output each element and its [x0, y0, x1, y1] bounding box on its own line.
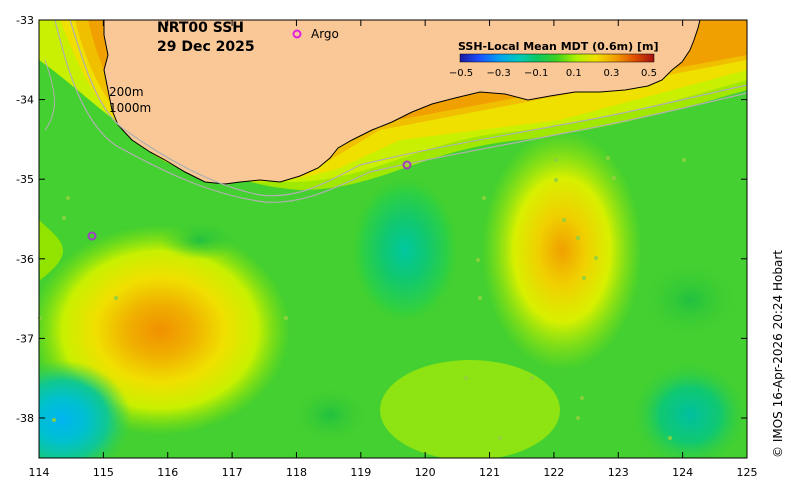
lon-tick-label: 119 [350, 466, 371, 479]
colorbar-tick-label: −0.5 [449, 68, 473, 79]
drifter-points [38, 156, 686, 440]
map-title-line2: 29 Dec 2025 [157, 39, 255, 55]
credit-text: © IMOS 16-Apr-2026 20:24 Hobart [771, 250, 785, 458]
contour-200m-label: 200m [109, 85, 144, 99]
plot-frame [38, 19, 748, 459]
longitude-axis: 114 115 116 117 118 119 120 121 122 123 124 125 [29, 20, 758, 479]
lon-tick-label: 118 [286, 466, 307, 479]
colorbar-tick-label: −0.1 [524, 68, 548, 79]
lat-tick-label: -37 [16, 332, 34, 345]
colorbar-labels: −0.5 −0.3 −0.1 0.1 0.3 0.5 [449, 68, 657, 79]
colorbar-tick-label: −0.3 [486, 68, 510, 79]
colorbar-tick-label: 0.5 [641, 68, 657, 79]
contour-1000m-label: 1000m [109, 101, 151, 115]
lat-tick-label: -33 [16, 14, 34, 27]
lat-tick-label: -35 [16, 173, 34, 186]
colorbar-tick-label: 0.1 [566, 68, 582, 79]
lon-tick-label: 116 [157, 466, 178, 479]
map-title-line1: NRT00 SSH [157, 20, 244, 36]
lon-tick-label: 124 [672, 466, 693, 479]
lon-tick-label: 117 [222, 466, 243, 479]
lon-tick-label: 125 [737, 466, 758, 479]
latitude-axis: -33 -34 -35 -36 -37 -38 [16, 14, 747, 425]
argo-float[interactable] [87, 231, 97, 241]
argo-legend-icon [292, 29, 302, 39]
argo-float[interactable] [402, 160, 412, 170]
lat-tick-label: -34 [16, 94, 34, 107]
colorbar-tick-label: 0.3 [603, 68, 619, 79]
lon-tick-label: 120 [415, 466, 436, 479]
lon-tick-label: 114 [29, 466, 50, 479]
contour-200m [69, 19, 748, 197]
colorbar-title: SSH-Local Mean MDT (0.6m) [m] [458, 40, 658, 53]
argo-legend-label: Argo [311, 27, 339, 41]
colorbar [459, 53, 655, 63]
contour-1000m [54, 19, 748, 203]
lon-tick-label: 123 [608, 466, 629, 479]
lat-tick-label: -38 [16, 412, 34, 425]
lon-tick-label: 122 [543, 466, 564, 479]
lon-tick-label: 121 [479, 466, 500, 479]
lon-tick-label: 115 [93, 466, 114, 479]
lat-tick-label: -36 [16, 253, 34, 266]
